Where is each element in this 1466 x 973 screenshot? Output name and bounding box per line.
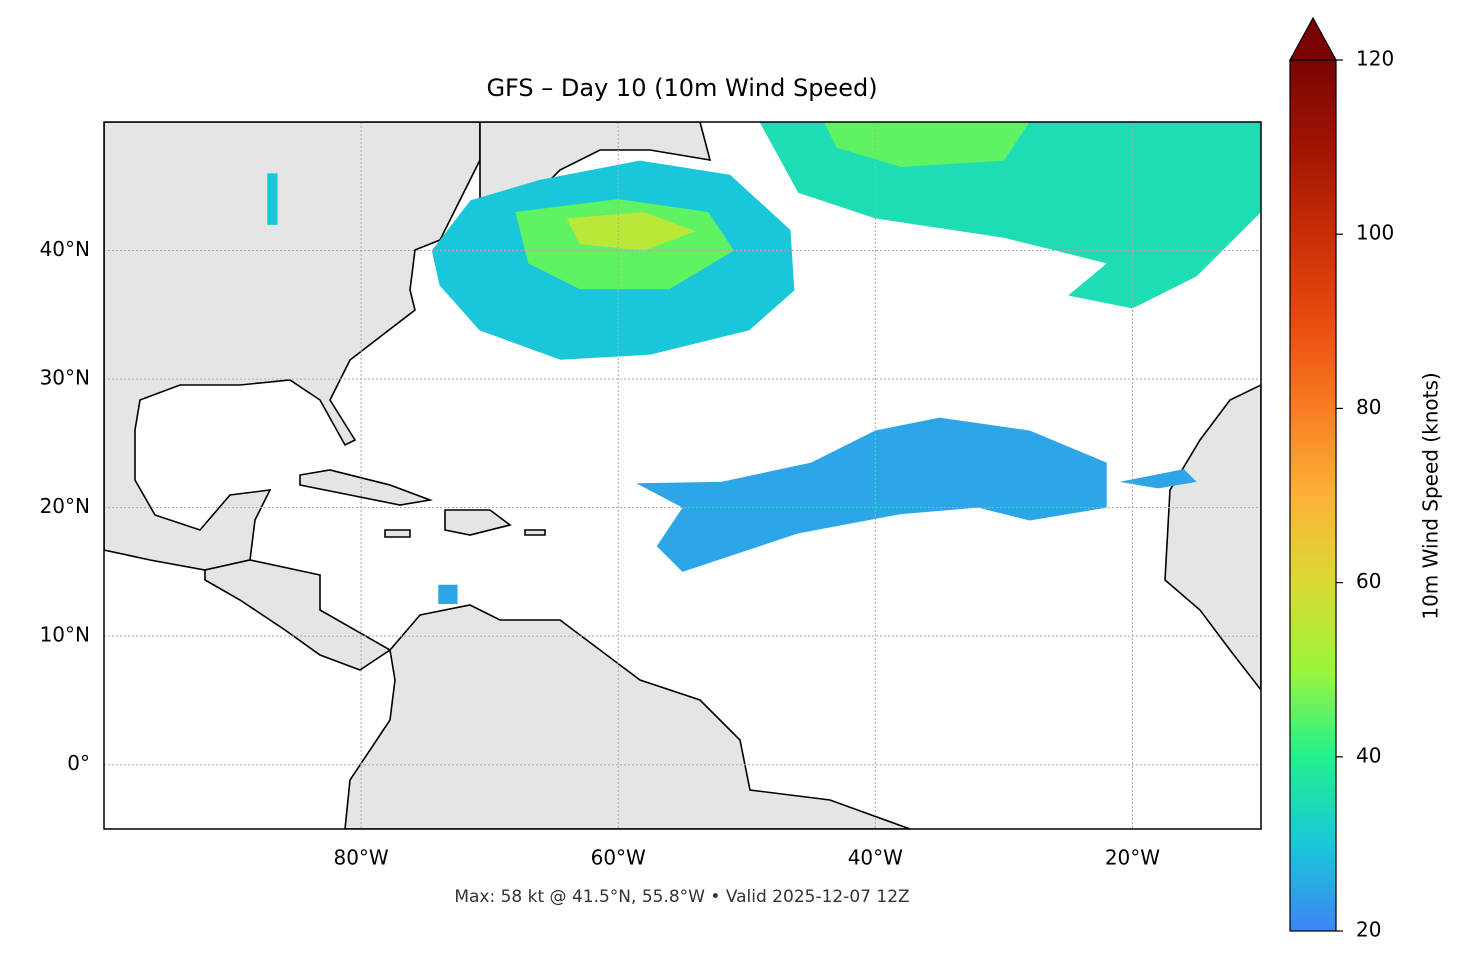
puerto-rico bbox=[524, 529, 546, 536]
colorbar-tick-label: 20 bbox=[1356, 918, 1381, 942]
central-america bbox=[204, 559, 392, 671]
y-tick-label: 0° bbox=[67, 751, 90, 775]
y-tick-label: 30°N bbox=[40, 366, 90, 390]
jamaica bbox=[384, 529, 411, 538]
y-tick-label: 40°N bbox=[40, 237, 90, 261]
wind-area bbox=[566, 211, 696, 251]
colorbar bbox=[1289, 59, 1337, 932]
colorbar-tick-label: 80 bbox=[1356, 395, 1381, 419]
south-america bbox=[344, 604, 911, 829]
cuba bbox=[299, 469, 434, 506]
wind-area bbox=[438, 584, 458, 605]
x-tick-label: 80°W bbox=[333, 846, 388, 870]
wind-field bbox=[267, 122, 1261, 605]
colorbar-label: 10m Wind Speed (knots) bbox=[1419, 372, 1443, 619]
x-tick-label: 40°W bbox=[848, 846, 903, 870]
grid bbox=[104, 122, 1261, 829]
wind-area bbox=[267, 173, 278, 225]
colorbar-tick-label: 60 bbox=[1356, 569, 1381, 593]
colorbar-tick-label: 100 bbox=[1356, 221, 1394, 245]
x-tick-label: 20°W bbox=[1105, 846, 1160, 870]
wind-area bbox=[636, 417, 1107, 572]
north-america bbox=[104, 122, 481, 571]
chart-title: GFS – Day 10 (10m Wind Speed) bbox=[486, 74, 877, 102]
africa bbox=[1164, 384, 1261, 692]
chart-subtitle: Max: 58 kt @ 41.5°N, 55.8°W • Valid 2025… bbox=[454, 887, 909, 907]
colorbar-tick-label: 40 bbox=[1356, 743, 1381, 767]
wind-area bbox=[1119, 469, 1197, 489]
colorbar-tick-label: 120 bbox=[1356, 47, 1394, 71]
colorbar-extend bbox=[1288, 16, 1338, 61]
map-frame bbox=[103, 121, 1262, 830]
x-tick-label: 60°W bbox=[591, 846, 646, 870]
y-tick-label: 20°N bbox=[40, 494, 90, 518]
y-tick-label: 10°N bbox=[40, 623, 90, 647]
wind-area bbox=[759, 122, 1261, 309]
land bbox=[104, 122, 1261, 829]
hispaniola bbox=[444, 509, 512, 536]
